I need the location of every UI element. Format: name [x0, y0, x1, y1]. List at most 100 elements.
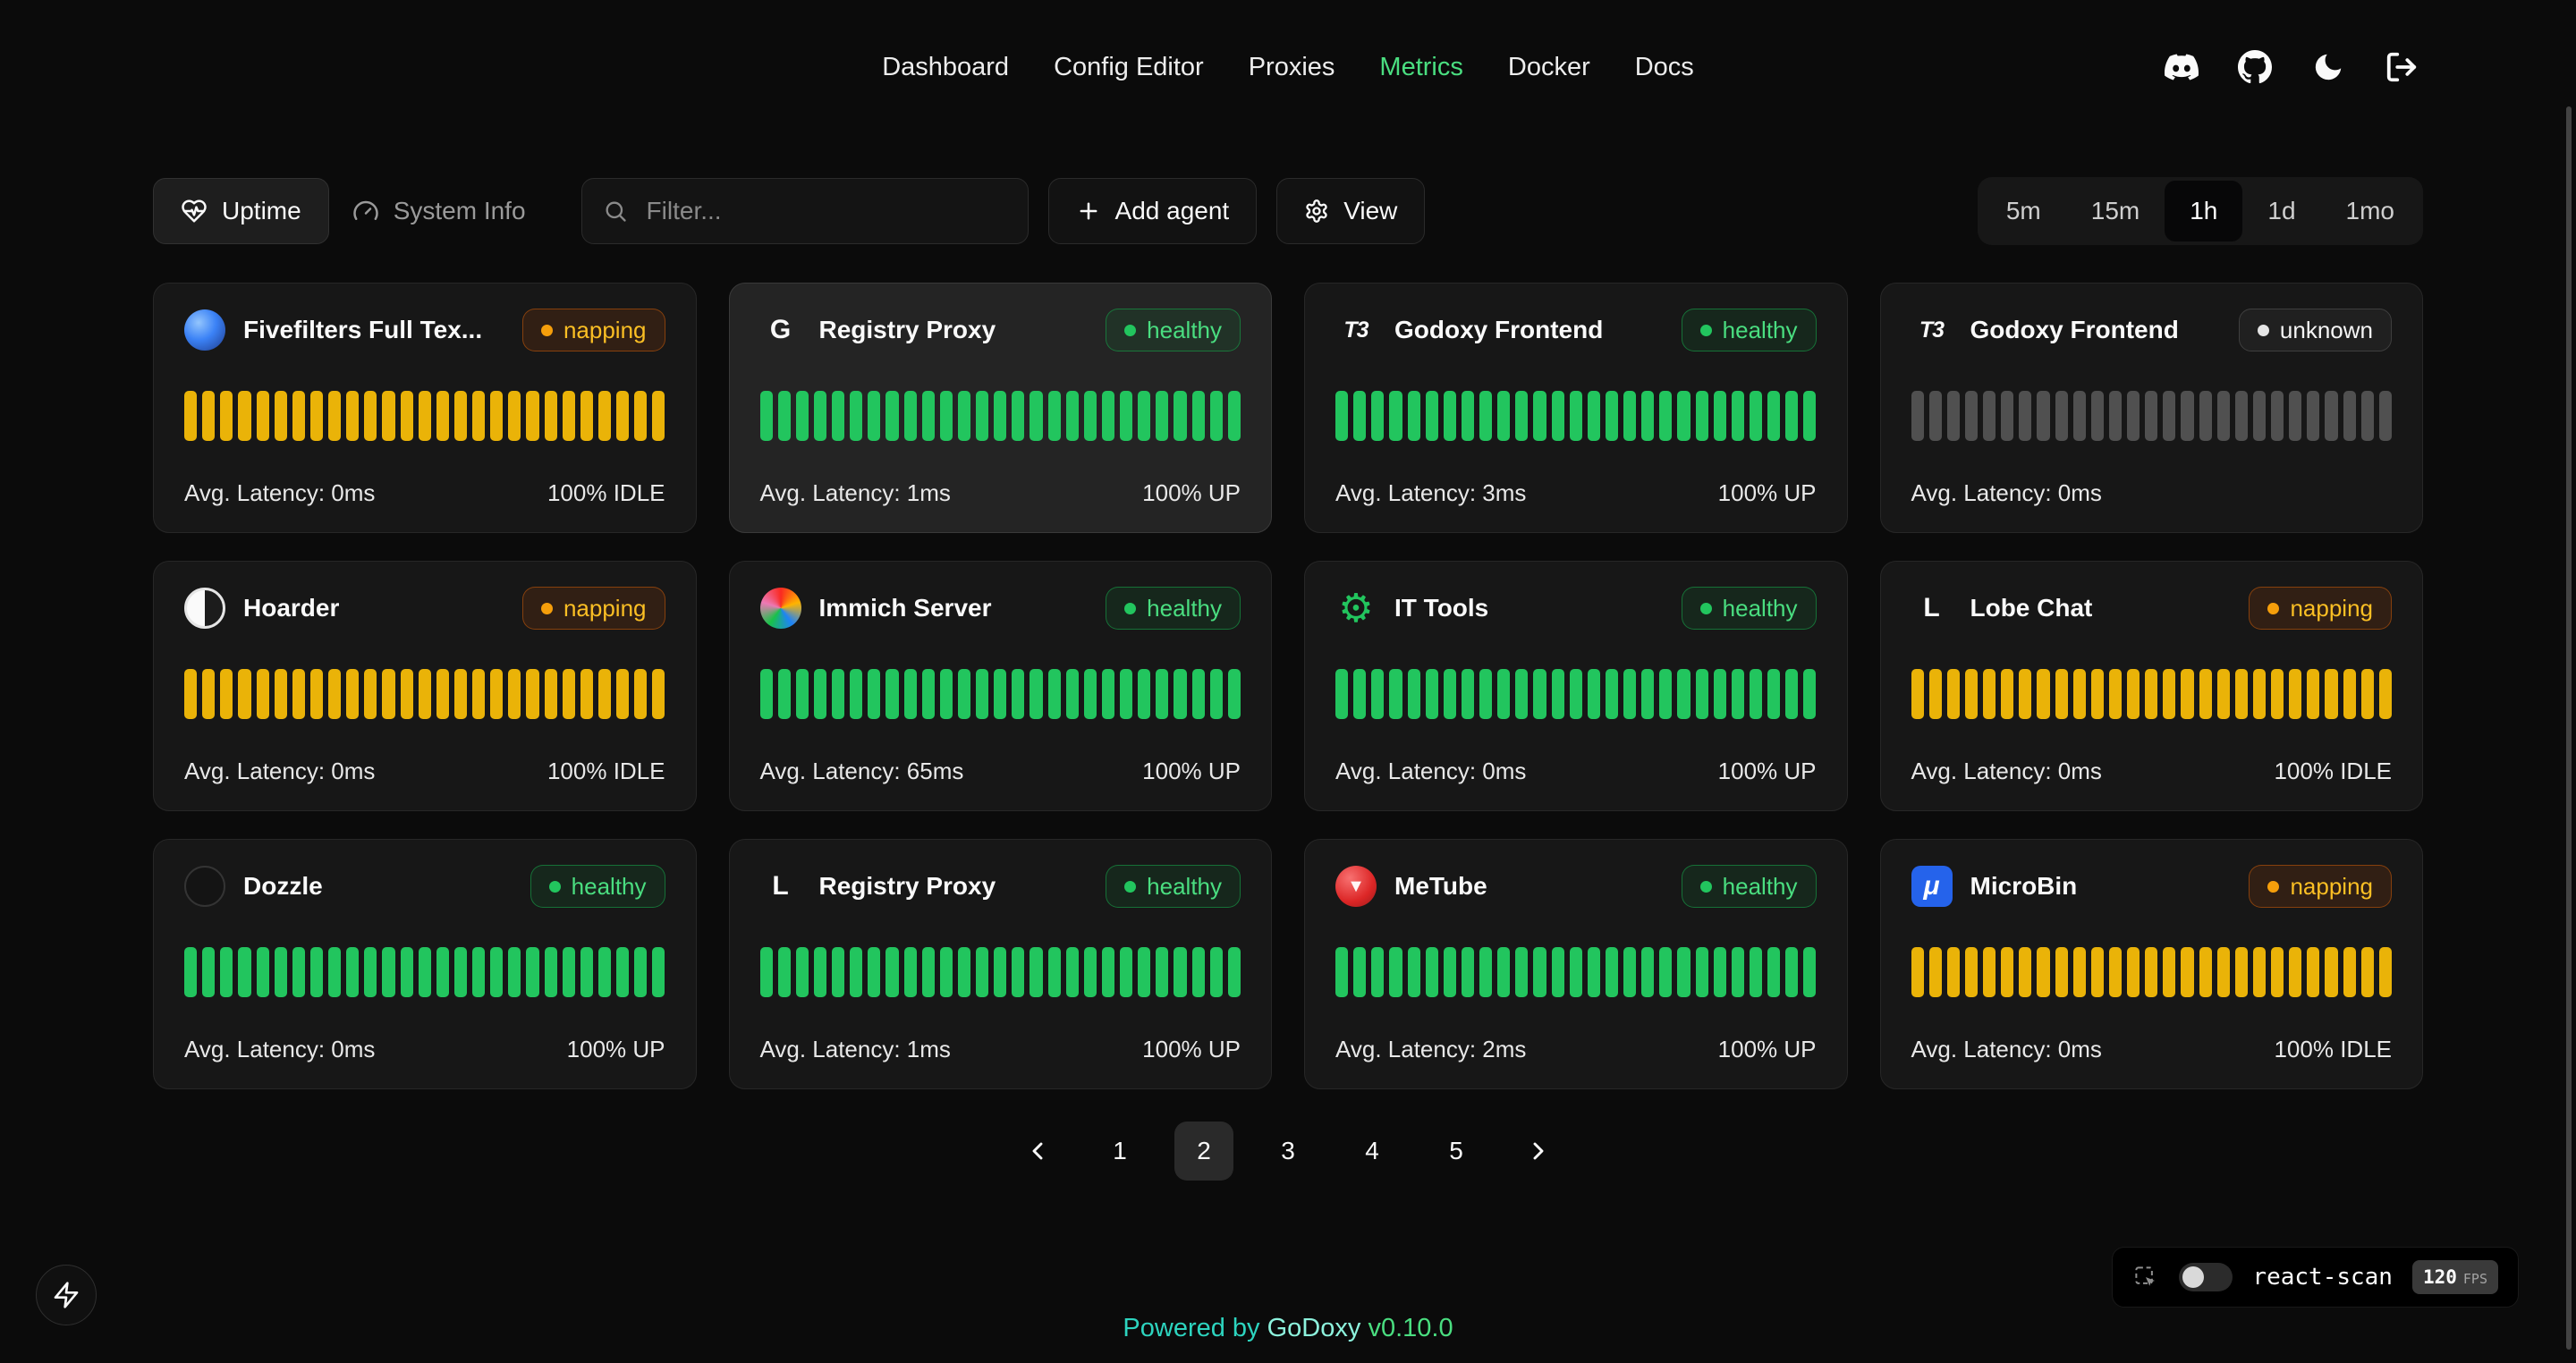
uptime-bar: [472, 390, 486, 441]
uptime-bars: [184, 668, 665, 719]
time-range-option[interactable]: 1d: [2242, 181, 2320, 241]
filter-input[interactable]: [580, 178, 1029, 244]
uptime-bar: [2343, 946, 2356, 997]
top-header: Dashboard Config Editor Proxies Metrics …: [0, 0, 2576, 134]
uptime-bar: [2378, 668, 2392, 719]
uptime-bar: [309, 946, 323, 997]
discord-link[interactable]: [2165, 50, 2199, 84]
uptime-bar: [1156, 668, 1169, 719]
uptime-bar: [994, 668, 1007, 719]
service-card[interactable]: ▼ MeTube healthy Avg. Latency: 2ms 100% …: [1304, 839, 1848, 1089]
uptime-bar: [2216, 390, 2230, 441]
uptime-bar: [256, 946, 269, 997]
logout-button[interactable]: [2385, 50, 2419, 84]
page-button[interactable]: 4: [1343, 1122, 1402, 1181]
time-range-option[interactable]: 15m: [2066, 181, 2165, 241]
time-range-option[interactable]: 5m: [1981, 181, 2066, 241]
service-card[interactable]: T3 Godoxy Frontend healthy Avg. Latency:…: [1304, 283, 1848, 533]
uptime-bar: [1443, 668, 1456, 719]
view-button[interactable]: View: [1276, 178, 1426, 244]
uptime-bar: [1030, 668, 1043, 719]
theme-toggle-button[interactable]: [2311, 50, 2345, 84]
chevron-right-icon: [1533, 1142, 1544, 1160]
logout-icon: [2386, 52, 2417, 82]
uptime-bar: [2037, 946, 2050, 997]
service-card[interactable]: Hoarder napping Avg. Latency: 0ms 100% I…: [153, 561, 697, 811]
uptime-bar: [1083, 668, 1097, 719]
uptime-bar: [1605, 668, 1618, 719]
card-header: Hoarder napping: [184, 587, 665, 630]
uptime-bar: [939, 946, 953, 997]
nav-item[interactable]: Metrics: [1379, 52, 1463, 81]
service-card[interactable]: L Lobe Chat napping Avg. Latency: 0ms 10…: [1879, 561, 2423, 811]
page-button[interactable]: 5: [1427, 1122, 1486, 1181]
latency-text: Avg. Latency: 0ms: [1911, 479, 2102, 506]
uptime-bar: [256, 390, 269, 441]
status-dot: [540, 602, 553, 614]
card-header: ▼ MeTube healthy: [1335, 865, 1817, 908]
page-button[interactable]: 3: [1258, 1122, 1318, 1181]
time-range-option[interactable]: 1h: [2165, 181, 2243, 241]
uptime-bar: [1785, 946, 1799, 997]
nav-item[interactable]: Docker: [1507, 52, 1590, 81]
github-icon: [2238, 50, 2272, 84]
status-badge: healthy: [530, 865, 665, 908]
nav-item[interactable]: Dashboard: [882, 52, 1010, 81]
github-link[interactable]: [2238, 50, 2272, 84]
uptime-bar: [759, 946, 773, 997]
uptime-bar: [328, 390, 342, 441]
service-card[interactable]: L Registry Proxy healthy Avg. Latency: 1…: [728, 839, 1272, 1089]
uptime-bar: [1659, 946, 1673, 997]
service-card[interactable]: Fivefilters Full Tex... napping Avg. Lat…: [153, 283, 697, 533]
uptime-bar: [436, 946, 449, 997]
uptime-bar: [1641, 946, 1655, 997]
uptime-bar: [1605, 390, 1618, 441]
previous-page-button[interactable]: [1008, 1122, 1067, 1181]
tab-system-info[interactable]: System Info: [329, 178, 549, 244]
service-card[interactable]: ⚙ IT Tools healthy Avg. Latency: 0ms 100…: [1304, 561, 1848, 811]
tab-uptime[interactable]: Uptime: [153, 178, 329, 244]
card-header: G Registry Proxy healthy: [760, 309, 1241, 351]
react-scan-toggle[interactable]: [2179, 1263, 2233, 1291]
service-card[interactable]: μ MicroBin napping Avg. Latency: 0ms 100…: [1879, 839, 2423, 1089]
next-page-button[interactable]: [1509, 1122, 1568, 1181]
service-card[interactable]: Immich Server healthy Avg. Latency: 65ms…: [728, 561, 1272, 811]
page-button[interactable]: 1: [1090, 1122, 1149, 1181]
card-header: T3 Godoxy Frontend healthy: [1335, 309, 1817, 351]
page-button[interactable]: 2: [1174, 1122, 1233, 1181]
nav-item[interactable]: Proxies: [1248, 52, 1335, 81]
godoxy-link[interactable]: GoDoxy: [1267, 1314, 1361, 1342]
scrollbar-thumb[interactable]: [2566, 106, 2572, 1350]
status-label: healthy: [1722, 872, 1798, 900]
pagination: 1 2 3 4 5: [0, 1122, 2576, 1181]
uptime-bar: [886, 390, 899, 441]
uptime-bar: [1120, 390, 1133, 441]
quick-actions-button[interactable]: [36, 1265, 97, 1325]
nav-item[interactable]: Config Editor: [1054, 52, 1204, 81]
uptime-bar: [652, 946, 665, 997]
uptime-bar: [1012, 668, 1025, 719]
service-name: IT Tools: [1394, 594, 1489, 622]
time-range-option[interactable]: 1mo: [2321, 181, 2419, 241]
uptime-bar: [1030, 946, 1043, 997]
card-footer: Avg. Latency: 3ms 100% UP: [1335, 479, 1817, 507]
uptime-bar: [309, 668, 323, 719]
service-card[interactable]: Dozzle healthy Avg. Latency: 0ms 100% UP: [153, 839, 697, 1089]
status-dot: [2267, 880, 2280, 893]
uptime-bar: [2199, 668, 2212, 719]
uptime-bar: [777, 946, 791, 997]
service-card[interactable]: G Registry Proxy healthy Avg. Latency: 1…: [728, 283, 1272, 533]
status-dot: [2267, 602, 2280, 614]
status-label: napping: [2290, 594, 2373, 622]
uptime-bars: [184, 390, 665, 441]
uptime-bar: [921, 946, 935, 997]
uptime-bar: [832, 668, 845, 719]
uptime-bar: [490, 668, 504, 719]
nav-item[interactable]: Docs: [1634, 52, 1694, 81]
uptime-bar: [903, 946, 917, 997]
add-agent-button[interactable]: Add agent: [1047, 178, 1258, 244]
uptime-bar: [1803, 668, 1817, 719]
uptime-bar: [1461, 668, 1474, 719]
service-card[interactable]: T3 Godoxy Frontend unknown Avg. Latency:…: [1879, 283, 2423, 533]
uptime-bar: [1659, 668, 1673, 719]
